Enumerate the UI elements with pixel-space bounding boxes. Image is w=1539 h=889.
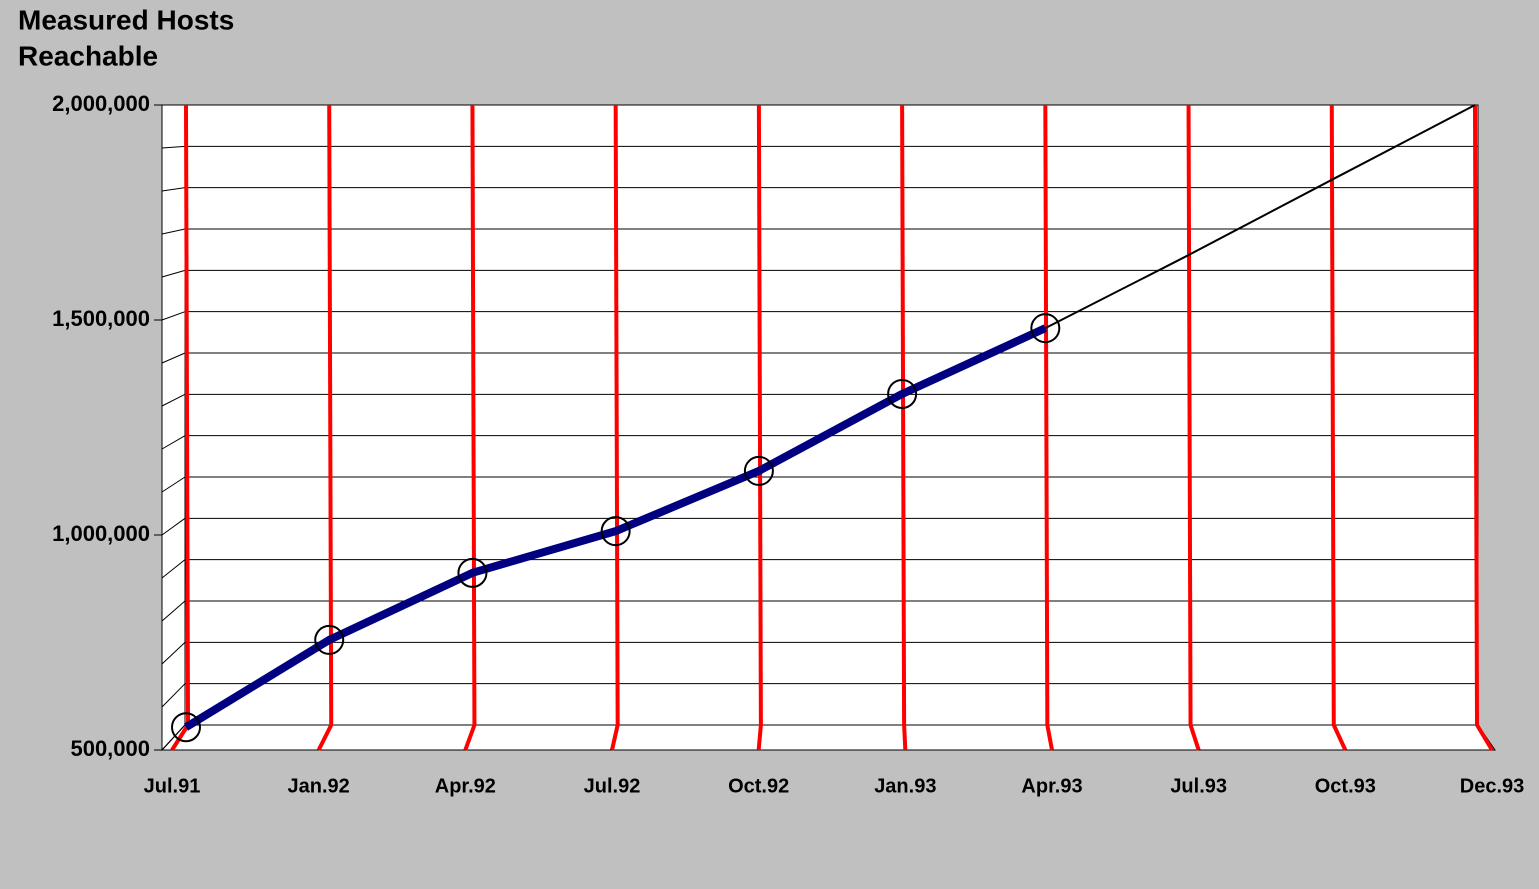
grid-line — [161, 269, 186, 278]
x-tick-label: Apr.92 — [435, 775, 496, 797]
drop-line — [1473, 104, 1494, 752]
axis-title: Measured Hosts — [18, 4, 234, 35]
x-tick-label: Dec.93 — [1460, 775, 1525, 797]
grid-line — [161, 352, 186, 364]
grid-line — [161, 559, 186, 579]
drop-line — [1186, 104, 1201, 751]
data-point — [743, 455, 774, 486]
grid-line — [161, 600, 186, 622]
drop-line — [463, 104, 477, 751]
grid-line — [161, 187, 186, 192]
back-wall — [184, 104, 1479, 726]
grid-line — [161, 683, 186, 708]
data-point — [314, 624, 345, 655]
grid-line — [161, 228, 186, 235]
y-tick-label: 1,000,000 — [52, 521, 150, 546]
series-line — [1044, 104, 1476, 330]
x-tick-label: Jul.91 — [144, 775, 201, 797]
drop-line — [900, 104, 908, 751]
y-tick-label: 1,500,000 — [52, 306, 150, 331]
x-tick-label: Jan.92 — [288, 775, 350, 797]
x-tick-label: Jul.92 — [584, 775, 641, 797]
x-tick-label: Oct.93 — [1315, 775, 1376, 797]
axis-title: Reachable — [18, 40, 158, 71]
grid-line — [161, 311, 186, 321]
floor — [160, 724, 1496, 751]
drop-line — [316, 104, 334, 751]
data-point — [457, 557, 488, 588]
drop-line — [1329, 104, 1348, 751]
drop-line — [756, 104, 763, 751]
drop-line — [1043, 104, 1054, 751]
y-tick-label: 500,000 — [70, 736, 150, 761]
grid-line — [161, 393, 186, 407]
grid-line — [161, 435, 186, 450]
grid-line — [161, 724, 186, 751]
data-point — [887, 378, 918, 409]
data-point — [600, 516, 631, 547]
grid-line — [161, 145, 186, 149]
x-tick-label: Jan.93 — [874, 775, 936, 797]
y-tick-label: 2,000,000 — [52, 91, 150, 116]
data-point — [1030, 313, 1061, 344]
data-point — [171, 712, 201, 743]
grid-line — [161, 517, 186, 536]
x-tick-label: Jul.93 — [1170, 775, 1227, 797]
x-tick-label: Apr.93 — [1021, 775, 1082, 797]
series-line — [183, 324, 1047, 731]
grid-line — [161, 641, 186, 665]
drop-line — [610, 104, 620, 751]
x-tick-label: Oct.92 — [728, 775, 789, 797]
grid-line — [161, 476, 186, 493]
